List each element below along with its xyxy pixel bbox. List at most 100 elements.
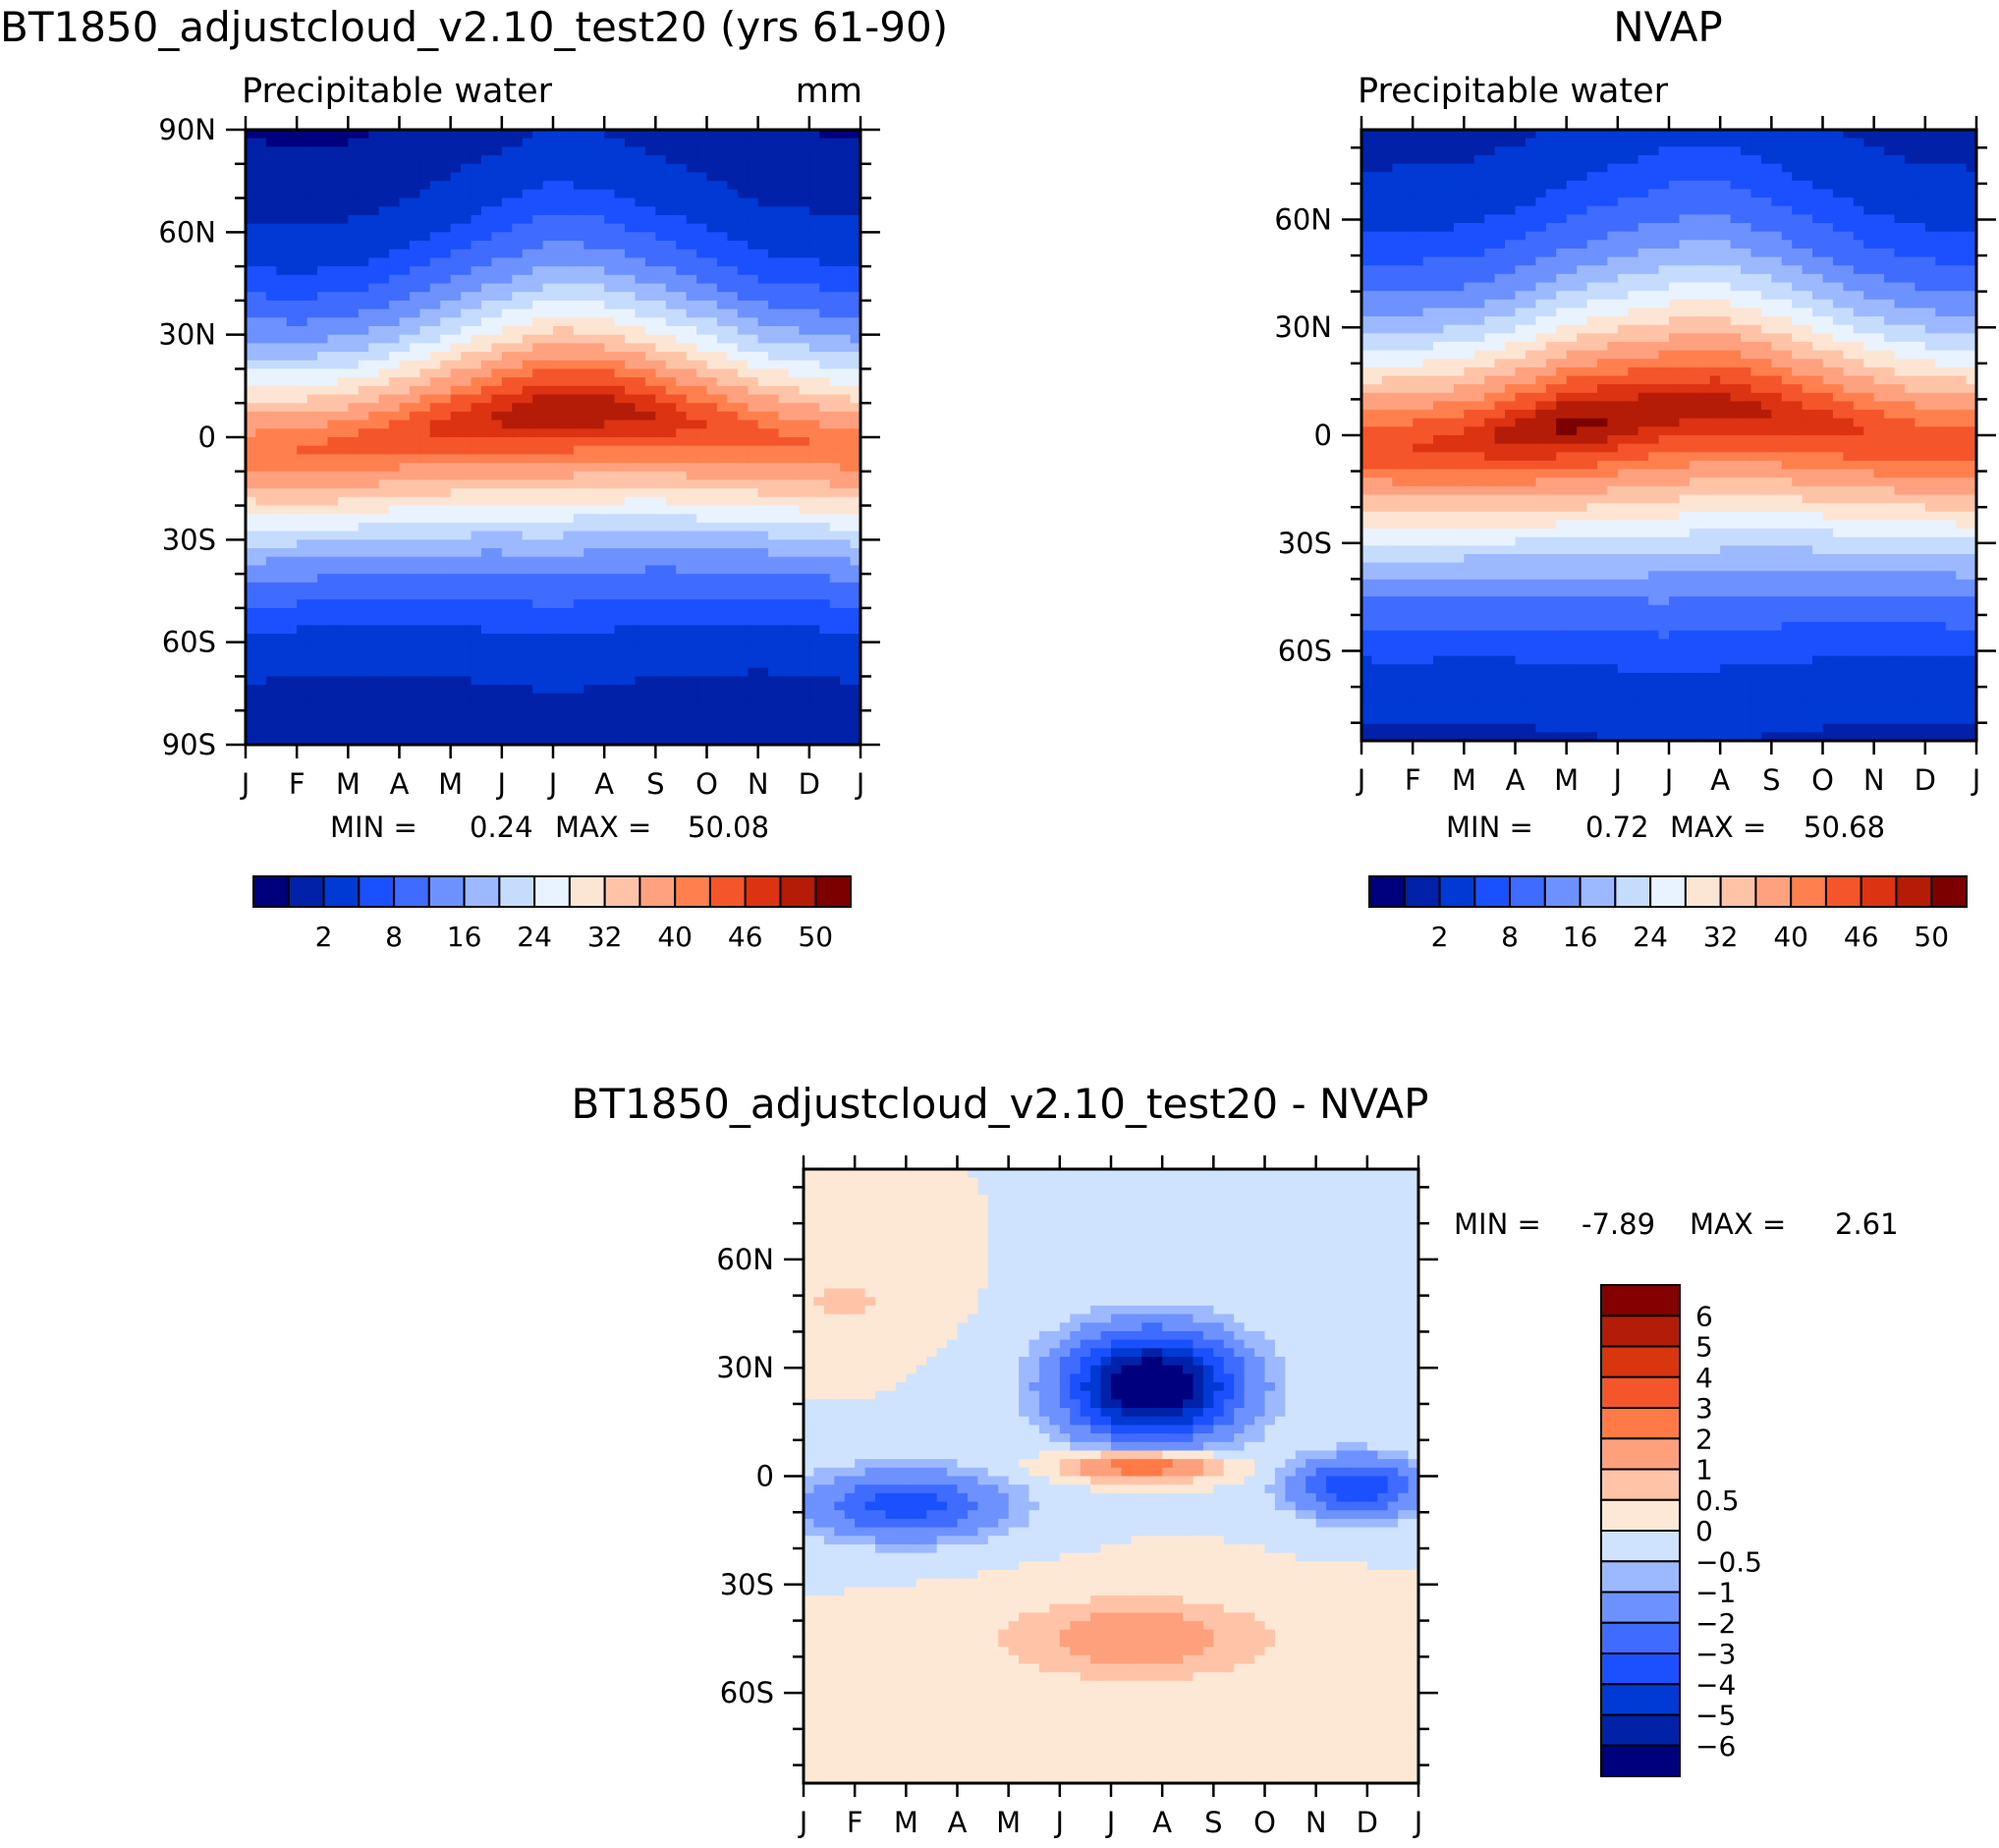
heatmap-cell [440,197,452,207]
heatmap-cell [727,548,739,558]
heatmap-cell [1422,189,1434,198]
heatmap-cell [440,138,452,147]
heatmap-cell [583,471,595,481]
heatmap-cell [471,496,482,507]
heatmap-cell [737,266,749,276]
heatmap-cell [1433,172,1445,182]
heatmap-cell [358,548,369,558]
heatmap-cell [358,522,369,532]
heatmap-cell [348,266,360,276]
heatmap-cell [727,138,739,147]
heatmap-cell [644,650,656,660]
heatmap-cell [553,138,565,147]
heatmap-cell [1361,460,1373,471]
heatmap-cell [604,710,616,720]
heatmap-cell [1422,477,1434,487]
heatmap-cell [748,181,759,191]
heatmap-cell [419,514,431,524]
heatmap-cell [429,325,441,336]
heatmap-cell [461,172,472,182]
heatmap-cell [593,650,605,660]
heatmap-cell [1402,664,1414,674]
heatmap-cell [799,531,810,540]
heatmap-cell [696,189,708,199]
heatmap-cell [265,283,277,293]
heatmap-cell [644,718,656,729]
heatmap-cell [727,727,739,737]
heatmap-cell [378,565,390,575]
heatmap-cell [461,667,472,678]
heatmap-cell [471,138,482,147]
heatmap-cell [1381,579,1393,589]
heatmap-cell [306,633,318,644]
heatmap-cell [1361,435,1373,445]
heatmap-cell [788,718,800,729]
heatmap-cell [522,232,533,242]
heatmap-cell [532,249,544,259]
heatmap-cell [727,274,739,285]
heatmap-cell [706,249,718,259]
heatmap-cell [480,599,492,609]
heatmap-cell [808,130,820,140]
heatmap-cell [429,488,441,498]
heatmap-cell [389,505,401,515]
heatmap-cell [306,710,318,720]
heatmap-cell [583,138,595,147]
heatmap-cell [604,360,616,370]
heatmap-cell [808,556,820,567]
heatmap-cell [655,701,667,711]
heatmap-cell [440,727,452,737]
heatmap-cell [563,411,575,421]
heatmap-cell [461,685,472,695]
heatmap-cell [1371,723,1383,733]
heatmap-cell [1433,553,1445,564]
heatmap-cell [676,471,688,481]
heatmap-cell [409,352,420,362]
heatmap-cell [276,420,288,429]
heatmap-cell [665,701,677,711]
heatmap-cell [716,693,728,703]
heatmap-cell [799,343,810,353]
heatmap-cell [593,214,605,225]
heatmap-cell [1381,359,1393,368]
heatmap-cell [819,172,831,182]
heatmap-cell [276,385,288,396]
heatmap-cell [788,266,800,276]
heatmap-cell [327,257,339,267]
heatmap-cell [348,736,360,746]
heatmap-cell [306,325,318,336]
heatmap-cell [265,308,277,318]
heatmap-cell [593,582,605,592]
heatmap-cell [614,385,626,396]
heatmap-cell [583,241,595,251]
heatmap-cell [461,496,472,507]
heatmap-cell [501,693,513,703]
heatmap-cell [840,693,852,703]
heatmap-cell [409,463,420,473]
heatmap-cell [471,685,482,695]
heatmap-cell [368,590,380,600]
heatmap-cell [644,607,656,618]
heatmap-cell [378,539,390,549]
heatmap-cell [286,181,298,191]
heatmap-cell [583,548,595,558]
heatmap-cell [644,223,656,233]
heatmap-cell [706,633,718,644]
heatmap-cell [1392,426,1404,436]
heatmap-cell [286,701,298,711]
heatmap-cell [788,505,800,515]
heatmap-cell [1371,460,1383,471]
heatmap-cell [655,428,667,438]
heatmap-cell [1422,223,1434,233]
heatmap-cell [306,496,318,507]
heatmap-cell [727,146,739,156]
heatmap-cell [501,676,513,686]
heatmap-cell [583,736,595,746]
heatmap-cell [1371,443,1383,453]
heatmap-cell [778,548,790,558]
heatmap-cell [553,505,565,515]
heatmap-cell [317,206,329,216]
heatmap-cell [665,403,677,413]
heatmap-cell [563,548,575,558]
heatmap-cell [706,317,718,327]
